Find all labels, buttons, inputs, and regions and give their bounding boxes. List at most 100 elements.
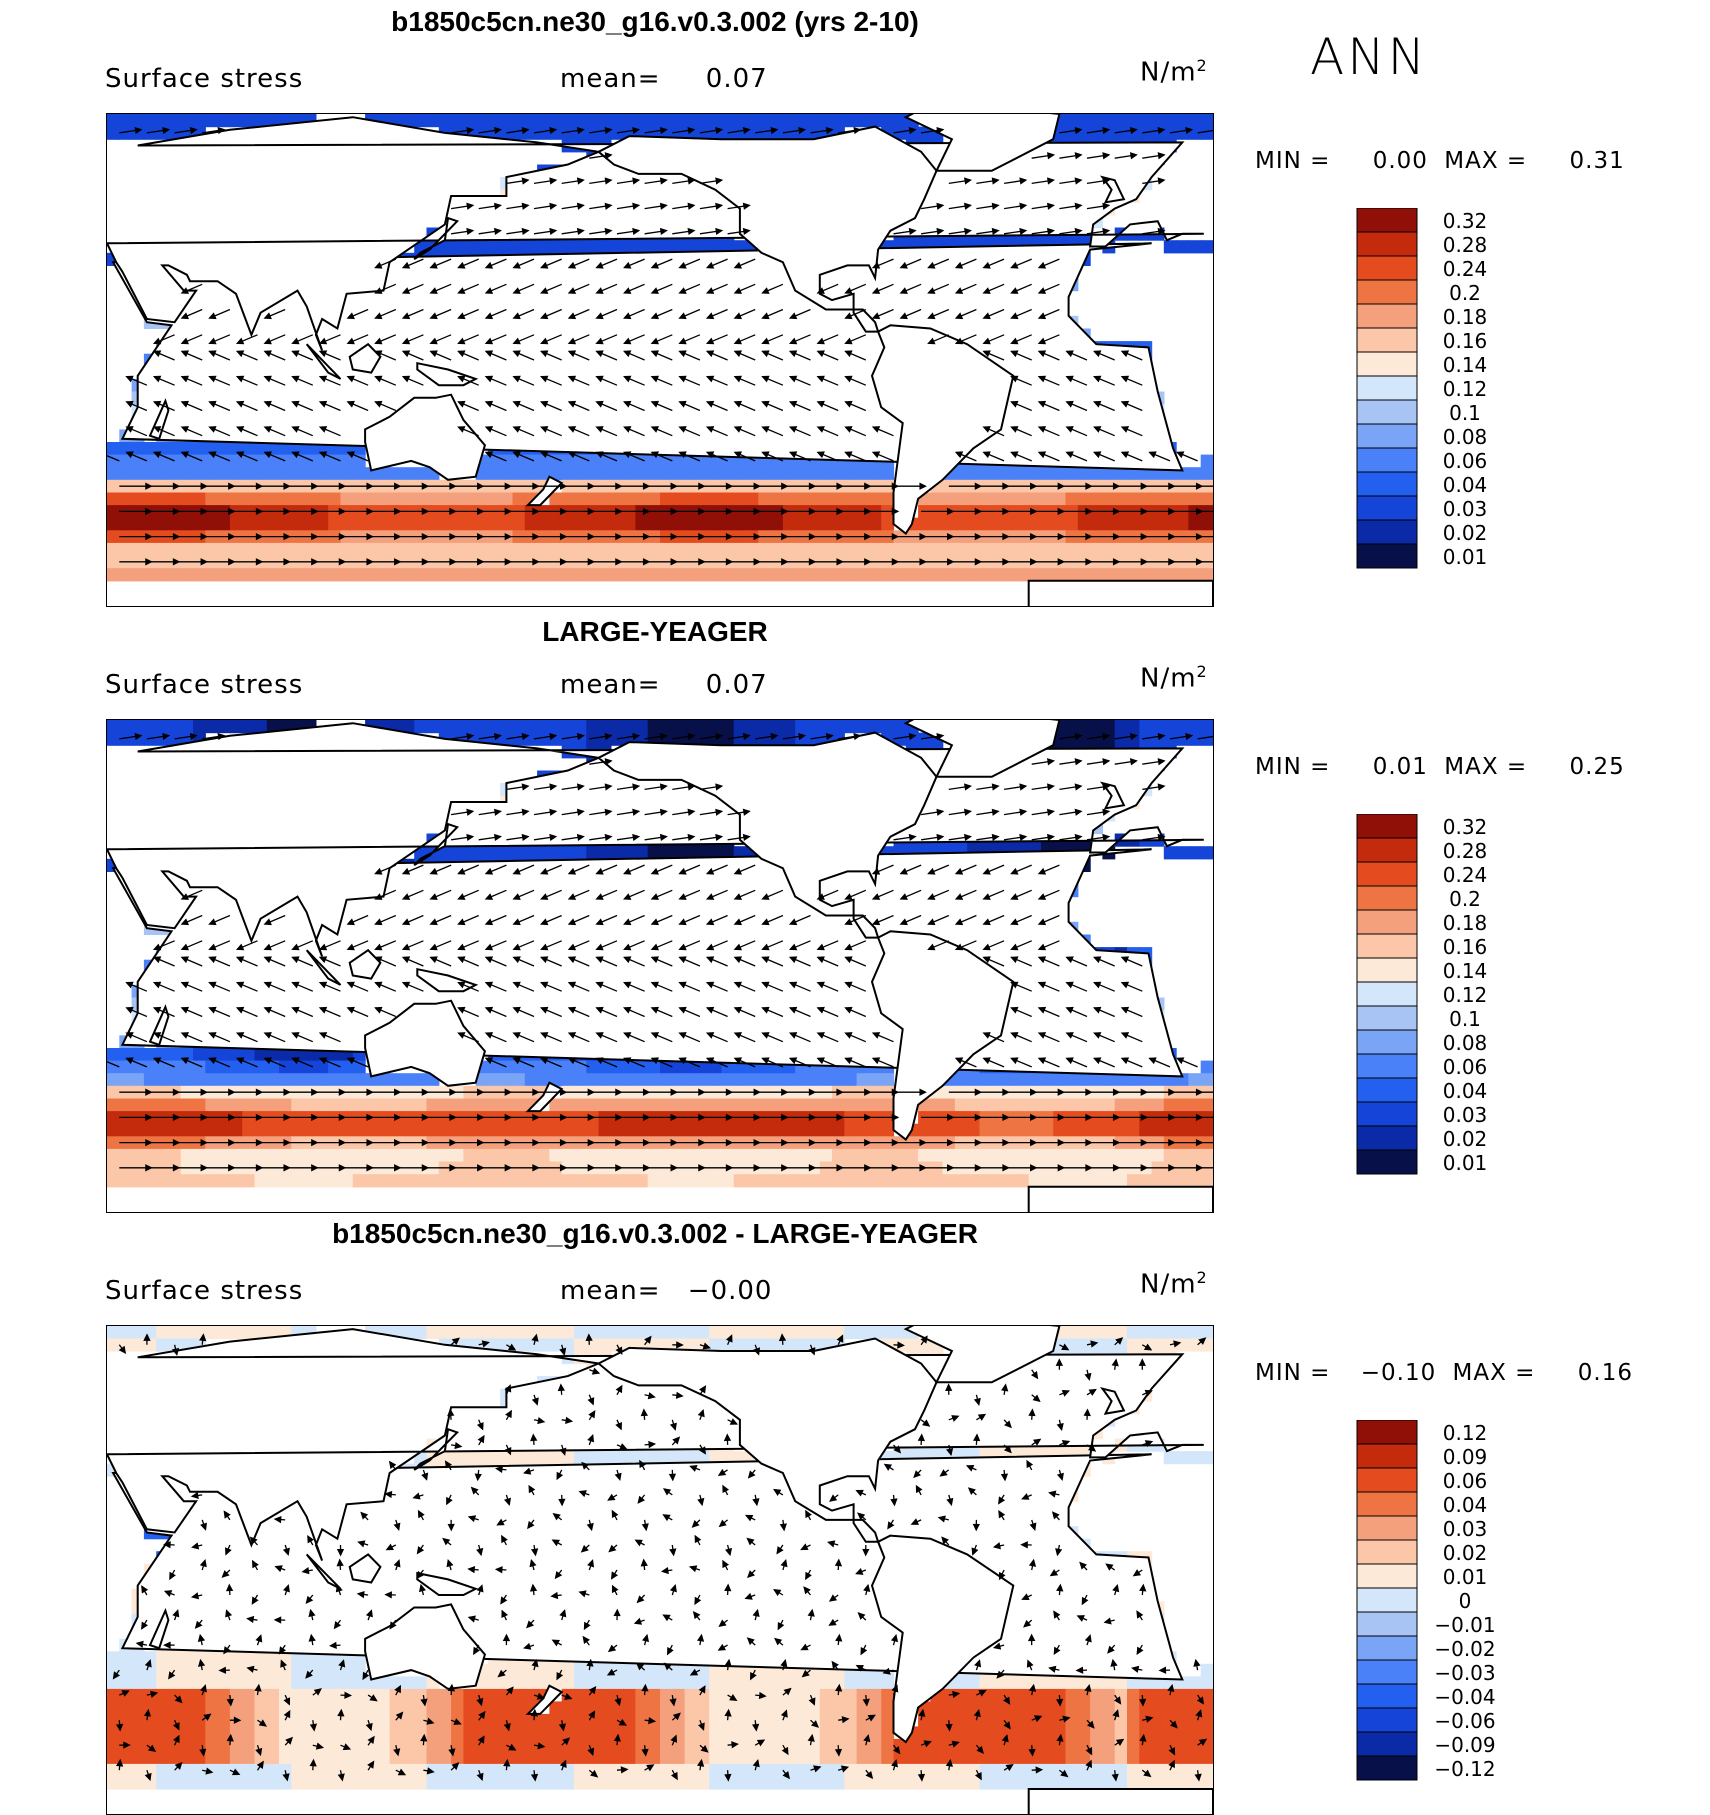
colorbar-swatch: [1356, 1443, 1418, 1469]
colorbar-swatch: [1356, 1755, 1418, 1781]
units-exponent: 2: [1196, 56, 1208, 75]
colorbar-swatch: [1356, 957, 1418, 983]
colorbar-swatch: [1356, 1491, 1418, 1517]
max-value: 0.25: [1569, 754, 1625, 780]
colorbar-label: 0.12: [1443, 377, 1488, 401]
coastlines: [107, 720, 1213, 1212]
minmax-readout: MIN = −0.10 MAX = 0.16: [1255, 1360, 1633, 1386]
stress-vectors: [112, 1333, 1208, 1782]
colorbar-swatch: [1356, 1029, 1418, 1055]
colorbar-label: −0.01: [1434, 1613, 1495, 1637]
colorbar-label: 0.03: [1443, 1103, 1488, 1127]
colorbar-swatch: [1356, 1611, 1418, 1637]
colorbar-swatch: [1356, 1053, 1418, 1079]
colorbar-label: 0.1: [1449, 1007, 1481, 1031]
colorbar-label: 0.02: [1443, 1127, 1488, 1151]
colorbar-label: 0.14: [1443, 353, 1488, 377]
colorbar-swatch: [1356, 1420, 1418, 1445]
stress-vectors: [107, 126, 1213, 566]
colorbar-swatch: [1356, 1707, 1418, 1733]
colorbar-swatch: [1356, 303, 1418, 329]
colorbar-label: 0.01: [1443, 1151, 1488, 1175]
map-model: [106, 113, 1214, 607]
colorbar-label: 0.18: [1443, 911, 1488, 935]
units-label: N/m2: [1140, 56, 1208, 88]
colorbar: 0.32 0.28 0.24 0.2 0.18 0.16 0.14 0.12 0.1 0.08 0.…: [1355, 208, 1615, 598]
colorbar-label: 0.08: [1443, 425, 1488, 449]
colorbar-label: 0.24: [1443, 863, 1488, 887]
mean-label: mean= −0.00: [560, 1276, 772, 1306]
colorbar-label: 0.04: [1443, 1079, 1488, 1103]
colorbar-swatch: [1356, 1149, 1418, 1175]
colorbar-label: −0.02: [1434, 1637, 1495, 1661]
colorbar-label: −0.12: [1434, 1757, 1495, 1781]
units-exponent: 2: [1196, 1268, 1208, 1287]
colorbar-label: 0.08: [1443, 1031, 1488, 1055]
colorbar-swatch: [1356, 255, 1418, 281]
colorbar-label: 0.06: [1443, 1469, 1488, 1493]
colorbar-label: 0.18: [1443, 305, 1488, 329]
colorbar-label: 0.06: [1443, 1055, 1488, 1079]
max-label: MAX =: [1444, 148, 1528, 174]
mean-label-text: mean=: [560, 670, 661, 700]
min-label: MIN =: [1255, 148, 1331, 174]
mean-label-text: mean=: [560, 64, 661, 94]
colorbar-label: 0.16: [1443, 329, 1488, 353]
colorbar-label: 0.28: [1443, 839, 1488, 863]
units-text: N/m: [1140, 1269, 1197, 1300]
colorbar-label: 0.24: [1443, 257, 1488, 281]
colorbar-label: 0.1: [1449, 401, 1481, 425]
colorbar-label: 0.04: [1443, 473, 1488, 497]
min-label: MIN =: [1255, 1360, 1331, 1386]
colorbar-swatch: [1356, 837, 1418, 863]
colorbar-label: 0.09: [1443, 1445, 1488, 1469]
colorbar-label: 0.02: [1443, 521, 1488, 545]
mean-value: 0.07: [705, 670, 768, 700]
panel-title: b1850c5cn.ne30_g16.v0.3.002 (yrs 2-10): [391, 6, 919, 37]
colorbar-label: 0.06: [1443, 449, 1488, 473]
colorbar-label: 0.03: [1443, 497, 1488, 521]
colorbar-swatch: [1356, 1467, 1418, 1493]
colorbar-swatch: [1356, 519, 1418, 545]
colorbar-swatch: [1356, 933, 1418, 959]
minmax-readout: MIN = 0.01 MAX = 0.25: [1255, 754, 1625, 780]
colorbar-swatch: [1356, 1659, 1418, 1685]
colorbar-swatch: [1356, 1587, 1418, 1613]
max-value: 0.31: [1569, 148, 1625, 174]
colorbar-swatch: [1356, 1731, 1418, 1757]
colorbar-label: 0.01: [1443, 545, 1488, 569]
colorbar-label: 0.02: [1443, 1541, 1488, 1565]
colorbar-swatch: [1356, 1539, 1418, 1565]
colorbar-swatch: [1356, 447, 1418, 473]
colorbar-swatch: [1356, 351, 1418, 377]
colorbar-swatch: [1356, 909, 1418, 935]
max-value: 0.16: [1577, 1360, 1633, 1386]
variable-label: Surface stress: [105, 1276, 304, 1306]
colorbar-label: 0.03: [1443, 1517, 1488, 1541]
coastlines: [107, 1326, 1213, 1814]
mean-label-text: mean=: [560, 1276, 661, 1306]
mean-value: 0.07: [705, 64, 768, 94]
colorbar-swatch: [1356, 1635, 1418, 1661]
min-value: −0.10: [1360, 1360, 1437, 1386]
colorbar-swatch: [1356, 423, 1418, 449]
colorbar-swatch: [1356, 814, 1418, 839]
units-label: N/m2: [1140, 662, 1208, 694]
colorbar-label: 0.04: [1443, 1493, 1488, 1517]
colorbar-swatch: [1356, 1563, 1418, 1589]
map-obs: [106, 719, 1214, 1213]
colorbar-swatch: [1356, 1101, 1418, 1127]
colorbar-swatch: [1356, 375, 1418, 401]
colorbar: 0.12 0.09 0.06 0.04 0.03 0.02 0.01 0 −0.01 −0.02−…: [1355, 1420, 1615, 1810]
colorbar-swatch: [1356, 1005, 1418, 1031]
min-value: 0.01: [1372, 754, 1428, 780]
colorbar-label: 0: [1459, 1589, 1472, 1613]
colorbar-label: −0.04: [1434, 1685, 1495, 1709]
colorbar-label: −0.03: [1434, 1661, 1495, 1685]
map-diff: [106, 1325, 1214, 1815]
colorbar-swatch: [1356, 279, 1418, 305]
max-label: MAX =: [1452, 1360, 1536, 1386]
colorbar-swatch: [1356, 861, 1418, 887]
colorbar-label: 0.2: [1449, 887, 1481, 911]
colorbar-label: 0.12: [1443, 1421, 1488, 1445]
